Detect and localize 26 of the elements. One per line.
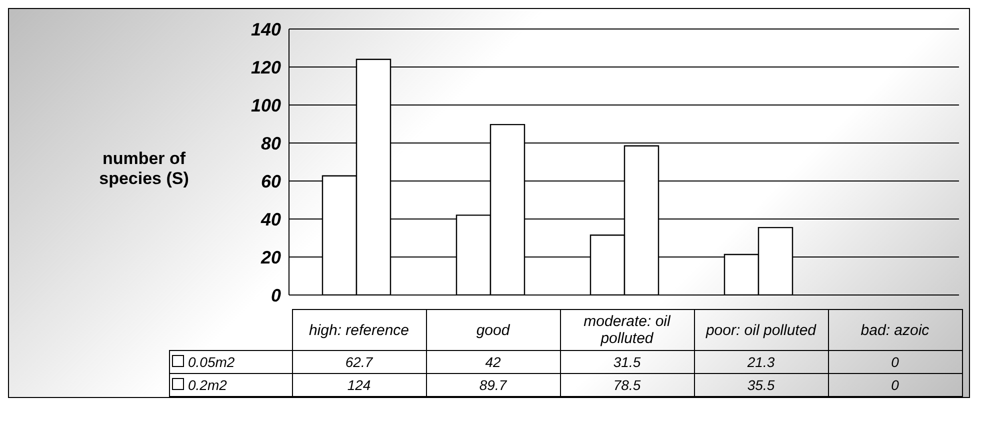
data-label: 78.5 bbox=[560, 374, 694, 396]
y-tick-label: 40 bbox=[260, 209, 281, 230]
data-label: 89.7 bbox=[426, 374, 560, 396]
y-tick-label: 20 bbox=[260, 247, 281, 268]
y-tick-label: 80 bbox=[260, 133, 281, 154]
x-tick-label: good bbox=[426, 310, 560, 350]
y-tick-label: 0 bbox=[270, 285, 281, 306]
y-axis-title: number of species (S) bbox=[98, 149, 190, 189]
x-tick-label: bad: azoic bbox=[828, 310, 962, 350]
data-label: 62.7 bbox=[292, 350, 426, 374]
data-label: 0 bbox=[828, 350, 962, 374]
legend-label: 0.05m2 bbox=[188, 354, 235, 370]
data-label: 42 bbox=[426, 350, 560, 374]
x-tick-label: poor: oil polluted bbox=[694, 310, 828, 350]
data-label: 21.3 bbox=[694, 350, 828, 374]
data-label: 124 bbox=[292, 374, 426, 396]
x-tick-label: high: reference bbox=[292, 310, 426, 350]
data-label: 0 bbox=[828, 374, 962, 396]
y-tick-label: 120 bbox=[250, 57, 281, 78]
data-label: 35.5 bbox=[694, 374, 828, 396]
y-tick-label: 100 bbox=[250, 95, 281, 116]
y-tick-label: 140 bbox=[250, 19, 281, 40]
data-label: 31.5 bbox=[560, 350, 694, 374]
x-tick-label: moderate: oil polluted bbox=[560, 310, 694, 350]
legend-label: 0.2m2 bbox=[188, 377, 227, 393]
y-tick-label: 60 bbox=[260, 171, 281, 192]
